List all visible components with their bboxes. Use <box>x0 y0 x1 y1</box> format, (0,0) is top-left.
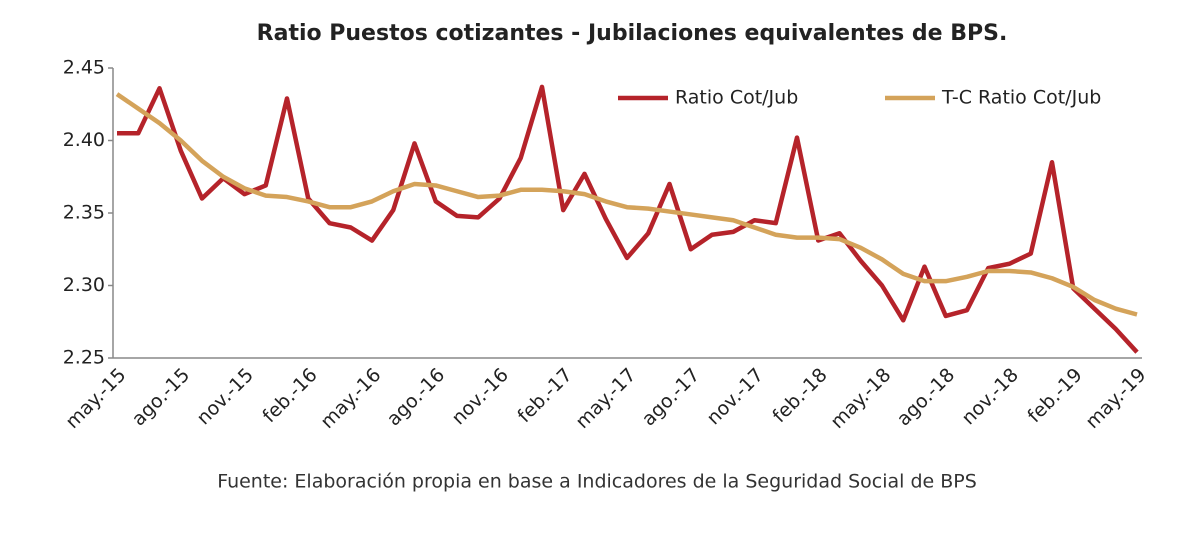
x-tick-label: may.-19 <box>1081 364 1150 433</box>
legend-label: T-C Ratio Cot/Jub <box>941 87 1101 109</box>
x-tick-label: nov.-16 <box>448 364 513 429</box>
x-tick-label: feb.-19 <box>1023 364 1086 427</box>
x-tick-label: may.-18 <box>826 364 895 433</box>
x-tick-label: ago.-18 <box>893 364 960 431</box>
x-tick-label: feb.-16 <box>258 364 321 427</box>
x-tick-label: feb.-17 <box>513 364 576 427</box>
x-tick-label: may.-17 <box>571 364 640 433</box>
x-tick-label: nov.-18 <box>958 364 1023 429</box>
y-tick-label: 2.35 <box>63 202 105 224</box>
series-line <box>115 92 1138 317</box>
legend-label: Ratio Cot/Jub <box>675 87 798 109</box>
x-tick-label: feb.-18 <box>768 364 831 427</box>
x-tick-label: ago.-17 <box>638 364 705 431</box>
y-tick-label: 2.30 <box>63 274 105 296</box>
y-tick-label: 2.40 <box>63 129 105 151</box>
y-tick-label: 2.25 <box>63 347 105 369</box>
x-tick-label: ago.-15 <box>128 364 195 431</box>
series-line <box>117 84 1139 354</box>
source-note: Fuente: Elaboración propia en base a Ind… <box>217 471 977 493</box>
x-tick-label: may.-15 <box>61 364 130 433</box>
y-tick-label: 2.45 <box>63 57 105 79</box>
x-tick-label: nov.-15 <box>193 364 258 429</box>
x-tick-label: may.-16 <box>316 364 385 433</box>
chart-title: Ratio Puestos cotizantes - Jubilaciones … <box>257 21 1008 46</box>
x-tick-label: nov.-17 <box>703 364 768 429</box>
x-tick-label: ago.-16 <box>383 364 450 431</box>
